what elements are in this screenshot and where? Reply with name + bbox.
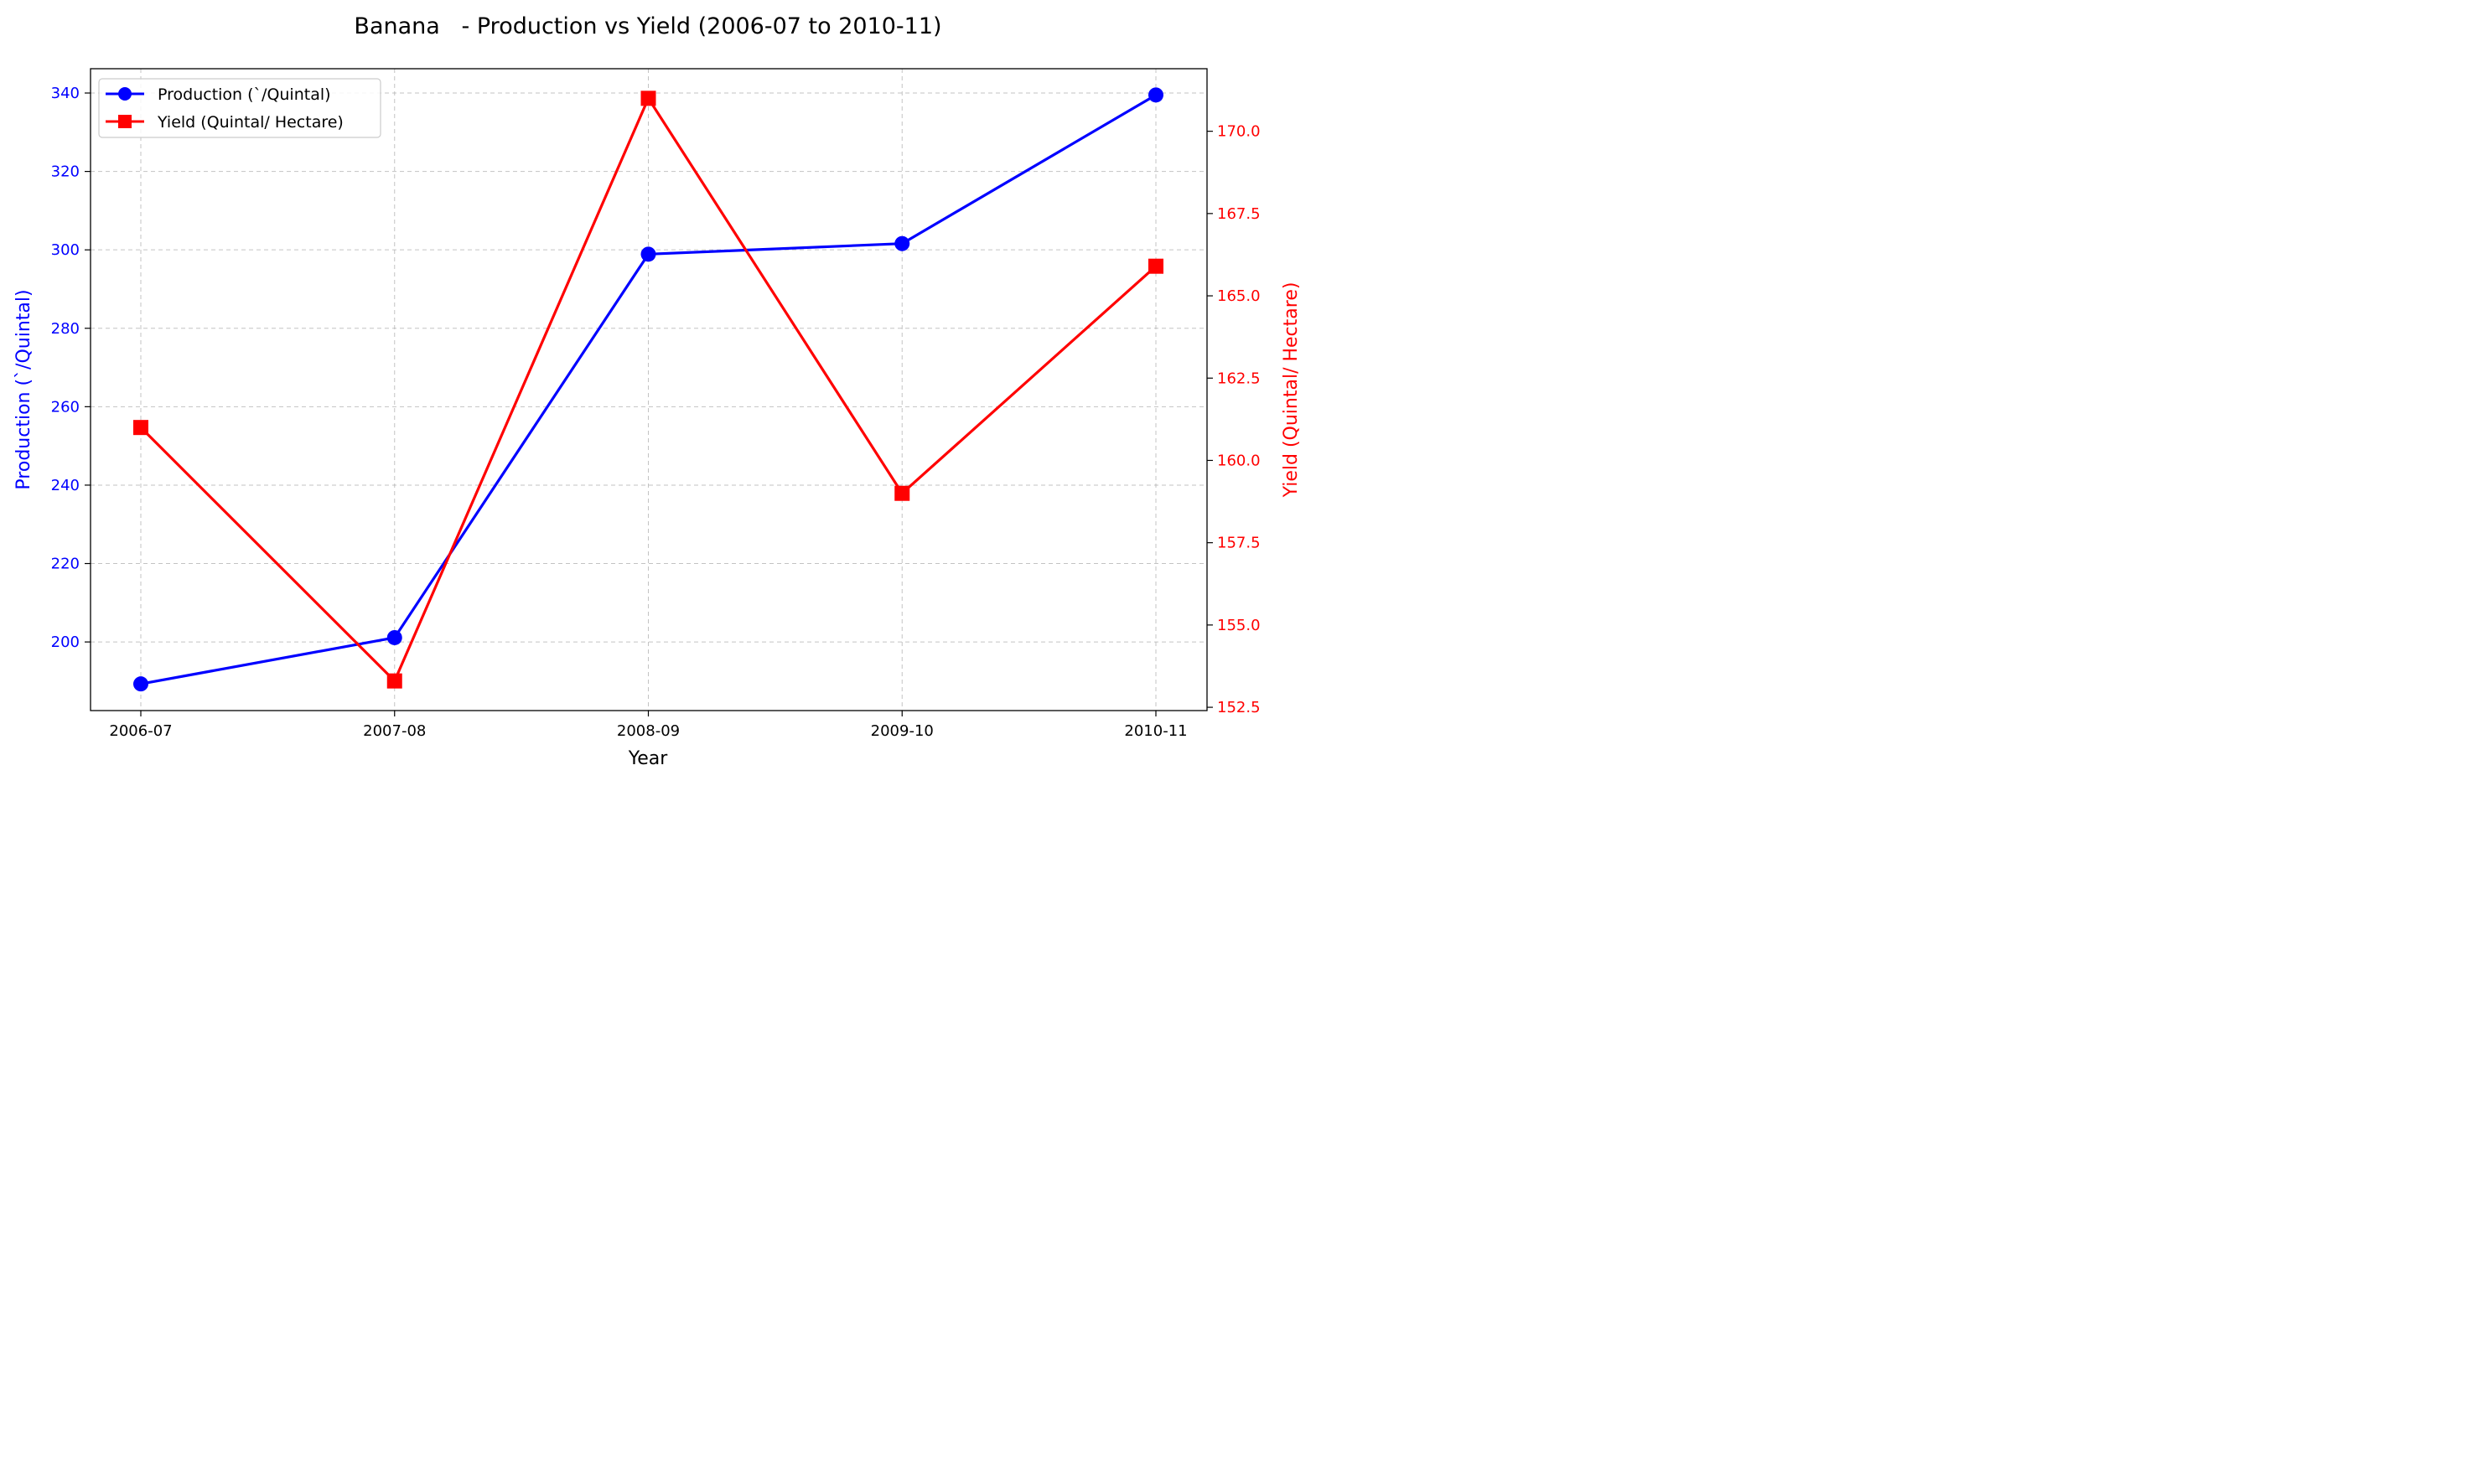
legend-production-label: Production (`/Quintal) — [158, 85, 331, 104]
chart: Banana - Production vs Yield (2006-07 to… — [13, 13, 1302, 769]
x-tick-label: 2007-08 — [363, 722, 426, 740]
y-right-tick-label: 162.5 — [1217, 370, 1261, 387]
y-left-tick-label: 300 — [51, 241, 80, 259]
y-right-tick-label: 155.0 — [1217, 617, 1261, 634]
legend: Production (`/Quintal) Yield (Quintal/ H… — [98, 78, 381, 138]
data-point-square — [386, 673, 402, 689]
y-left-tick-label: 340 — [51, 85, 80, 102]
y-left-tick-label: 320 — [51, 163, 80, 181]
y-right-tick-label: 160.0 — [1217, 452, 1261, 469]
plot-series — [133, 87, 1163, 692]
y-right-tick-label: 167.5 — [1217, 205, 1261, 223]
data-point-square — [133, 420, 148, 436]
y-axis-left: 200 220 240 260 280 300 320 340 — [51, 85, 91, 651]
data-point-circle — [640, 246, 656, 262]
data-point-circle — [133, 676, 148, 692]
legend-production-marker — [118, 87, 132, 101]
data-point-square — [894, 485, 910, 501]
y-right-tick-label: 170.0 — [1217, 123, 1261, 141]
x-axis-label: Year — [628, 748, 669, 769]
data-point-circle — [386, 629, 402, 645]
data-point-square — [1148, 258, 1163, 274]
y-left-tick-label: 240 — [51, 477, 80, 494]
y-left-tick-label: 200 — [51, 633, 80, 651]
data-point-circle — [894, 235, 910, 251]
legend-box — [98, 78, 381, 138]
grid — [91, 69, 1207, 711]
data-point-circle — [1148, 87, 1163, 103]
y-axis-left-label: Production (`/Quintal) — [13, 289, 34, 489]
x-tick-label: 2006-07 — [109, 722, 172, 740]
legend-yield-marker — [118, 115, 132, 128]
x-axis: 2006-07 2007-08 2008-09 2009-10 2010-11 — [109, 711, 1188, 740]
data-point-square — [640, 90, 656, 106]
y-left-tick-label: 220 — [51, 556, 80, 573]
y-right-tick-label: 152.5 — [1217, 699, 1261, 716]
y-axis-right: 152.5 155.0 157.5 160.0 162.5 165.0 167.5 170.0 — [1207, 123, 1261, 716]
y-left-tick-label: 280 — [51, 320, 80, 338]
y-right-tick-label: 165.0 — [1217, 287, 1261, 305]
y-left-tick-label: 260 — [51, 398, 80, 416]
chart-title: Banana - Production vs Yield (2006-07 to… — [354, 13, 941, 39]
x-tick-label: 2009-10 — [871, 722, 934, 740]
x-tick-label: 2010-11 — [1124, 722, 1187, 740]
x-tick-label: 2008-09 — [617, 722, 680, 740]
legend-yield-label: Yield (Quintal/ Hectare) — [157, 113, 344, 132]
y-axis-right-label: Yield (Quintal/ Hectare) — [1281, 282, 1302, 499]
y-right-tick-label: 157.5 — [1217, 535, 1261, 552]
